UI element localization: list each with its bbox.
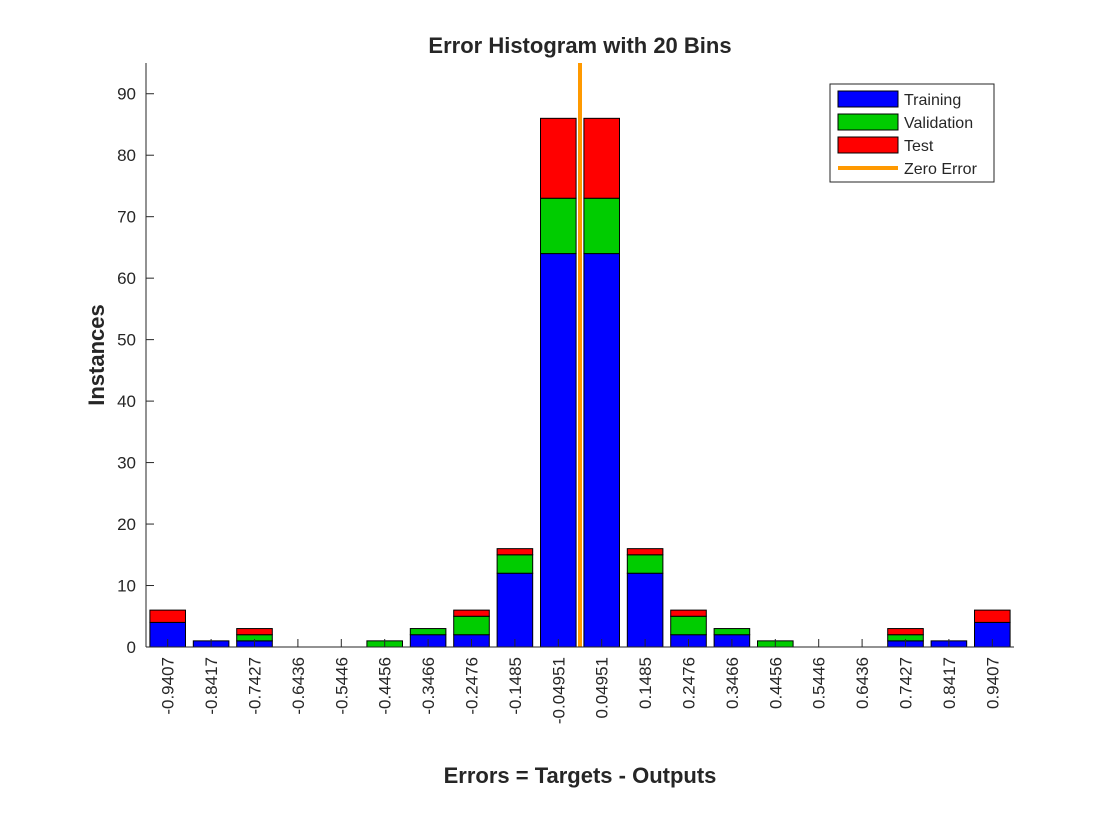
bar-segment-test [453,609,490,617]
axes-group [145,63,1014,648]
bar-segment-validation [583,197,620,255]
bar-segment-test [149,609,186,623]
x-tick-label: 0.9407 [983,657,1002,709]
bar-segment-test [540,117,577,199]
x-tick-label: 0.8417 [940,657,959,709]
bar-segment-test [974,609,1011,623]
x-tick-label: -0.2476 [463,657,482,715]
x-tick-label: -0.3466 [419,657,438,715]
y-tick-label: 0 [127,638,136,657]
x-tick-label: 0.3466 [723,657,742,709]
bar-segment-training [626,572,664,648]
bar-segment-test [583,117,620,199]
bar-segment-validation [626,554,664,574]
bar-segment-test [236,628,273,636]
y-tick-label: 50 [117,331,136,350]
x-tick-label: 0.1485 [636,657,655,709]
x-tick-label: -0.04951 [549,657,568,724]
y-tick-label: 40 [117,392,136,411]
y-tick-label: 20 [117,515,136,534]
x-tick-label: 0.4456 [766,657,785,709]
bar-segment-validation [713,628,751,636]
bar-segment-training [583,253,620,648]
bar-segment-validation [540,197,577,255]
chart-title: Error Histogram with 20 Bins [428,33,731,58]
legend-swatch-training [837,90,899,108]
bars-group [149,117,1011,648]
x-tick-label: -0.9407 [159,657,178,715]
x-tick-label: 0.6436 [853,657,872,709]
legend: Training Validation Test Zero Error [829,83,995,183]
legend-label: Test [904,138,934,155]
bar-segment-validation [496,554,534,574]
bar-segment-test [670,609,707,617]
x-tick-label: 0.7427 [897,657,916,709]
bar-segment-training [540,253,577,648]
bar-segment-validation [409,628,447,636]
bar-segment-validation [670,615,707,636]
legend-swatch-validation [837,113,899,131]
legend-swatch-test [837,136,899,154]
x-tick-label: 0.04951 [593,657,612,718]
bar-segment-test [496,548,534,556]
y-tick-label: 90 [117,85,136,104]
x-tick-label: -0.8417 [202,657,221,715]
x-tick-label: -0.1485 [506,657,525,715]
x-tick-label: -0.5446 [332,657,351,715]
x-tick-label: -0.6436 [289,657,308,715]
y-tick-label: 70 [117,208,136,227]
y-axis-label: Instances [84,304,109,406]
y-tick-label: 30 [117,454,136,473]
y-axis-ticks: 0 10 20 30 40 50 60 70 80 90 [117,85,154,657]
x-tick-label: 0.5446 [810,657,829,709]
bar-segment-training [496,572,534,648]
legend-label: Training [904,92,961,109]
x-tick-label: -0.7427 [246,657,265,715]
y-tick-label: 10 [117,577,136,596]
bar-segment-test [887,628,924,636]
y-tick-label: 60 [117,269,136,288]
x-tick-label: -0.4456 [376,657,395,715]
y-tick-label: 80 [117,146,136,165]
bar-segment-test [626,548,664,556]
x-tick-label: 0.2476 [680,657,699,709]
legend-label: Zero Error [904,161,978,178]
legend-label: Validation [904,115,973,132]
bar-segment-validation [453,615,490,636]
x-axis-ticks: -0.9407 -0.8417 -0.7427 -0.6436 -0.5446 -0.44… [159,639,1002,724]
x-axis-label: Errors = Targets - Outputs [444,763,717,788]
